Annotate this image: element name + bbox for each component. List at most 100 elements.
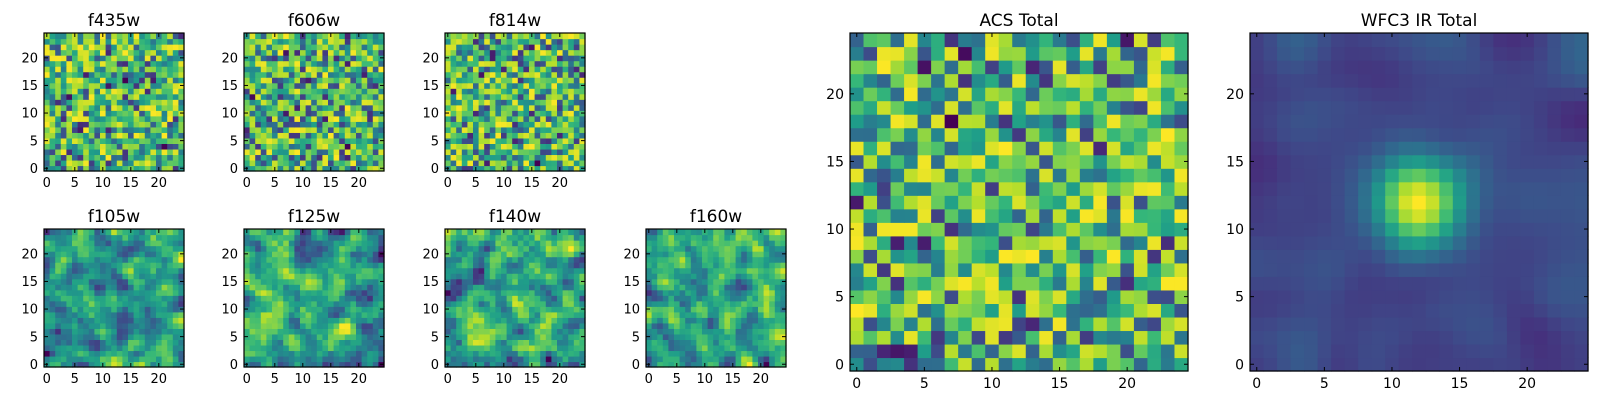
heatmap-cell — [557, 88, 564, 95]
heatmap-cell — [523, 245, 530, 252]
heatmap-cell — [294, 333, 301, 340]
heatmap-cell — [88, 333, 95, 340]
heatmap-cell — [255, 251, 262, 258]
heatmap-cell — [668, 256, 675, 263]
heatmap-cell — [344, 317, 351, 324]
heatmap-cell — [557, 55, 564, 62]
heatmap-cell — [156, 251, 163, 258]
heatmap-cell — [1133, 316, 1149, 332]
heatmap-cell — [668, 339, 675, 346]
heatmap-cell — [746, 333, 753, 340]
heatmap-cell — [958, 235, 973, 250]
heatmap-cell — [473, 49, 480, 56]
x-tick-label: 20 — [151, 372, 168, 387]
heatmap-cell — [66, 110, 73, 117]
heatmap-cell — [111, 322, 118, 329]
heatmap-cell — [328, 159, 335, 167]
heatmap-cell — [328, 55, 335, 62]
x-tick-label: 0 — [43, 372, 51, 387]
heatmap-cell — [88, 328, 95, 335]
heatmap-cell — [730, 339, 737, 346]
heatmap-cell — [116, 234, 123, 241]
heatmap-cell — [305, 121, 312, 128]
heatmap-cell — [255, 71, 262, 78]
heatmap-cell — [344, 256, 351, 263]
heatmap-cell — [249, 66, 256, 73]
heatmap-cell — [361, 165, 368, 172]
heatmap-cell — [450, 240, 457, 247]
heatmap-cell — [971, 168, 986, 183]
heatmap-cell — [461, 33, 468, 40]
heatmap-cell — [367, 88, 374, 95]
heatmap-cell — [277, 154, 284, 161]
heatmap-cell — [450, 38, 457, 45]
heatmap-cell — [260, 355, 267, 363]
heatmap-cell — [328, 234, 335, 241]
heatmap-cell — [774, 322, 781, 329]
heatmap-cell — [445, 115, 452, 122]
heatmap-cell — [156, 350, 163, 357]
heatmap-cell — [1012, 343, 1027, 359]
heatmap-cell — [161, 300, 168, 307]
heatmap-cell — [55, 234, 62, 241]
heatmap-cell — [105, 154, 112, 161]
heatmap-cell — [579, 121, 586, 128]
heatmap-cell — [83, 44, 90, 51]
heatmap-cell — [1025, 357, 1040, 372]
heatmap-cell — [294, 295, 301, 302]
heatmap-cell — [333, 55, 340, 62]
heatmap-cell — [646, 355, 653, 363]
heatmap-cell — [484, 82, 491, 89]
heatmap-cell — [445, 262, 452, 269]
heatmap-cell — [244, 234, 251, 241]
heatmap-cell — [445, 88, 452, 95]
heatmap-cell — [294, 77, 301, 84]
heatmap-cell — [450, 71, 457, 78]
heatmap-cell — [144, 159, 151, 167]
heatmap-cell — [456, 339, 463, 346]
heatmap-cell — [529, 278, 536, 285]
heatmap-cell — [333, 137, 340, 144]
heatmap-cell — [478, 110, 485, 117]
heatmap-cell — [122, 71, 129, 78]
heatmap-cell — [540, 66, 547, 73]
heatmap-cell — [904, 181, 919, 196]
heatmap-cell — [288, 77, 295, 84]
heatmap-cell — [450, 273, 457, 280]
x-tick-label: 20 — [351, 372, 368, 387]
heatmap-cell — [83, 126, 90, 133]
heatmap-cell — [944, 249, 959, 264]
heatmap-cell — [322, 333, 329, 340]
heatmap-cell — [249, 60, 256, 67]
heatmap-cell — [523, 240, 530, 247]
heatmap-cell — [679, 295, 686, 302]
heatmap-cell — [534, 328, 541, 335]
heatmap-cell — [931, 289, 946, 304]
heatmap-cell — [294, 229, 301, 236]
heatmap-cell — [372, 229, 379, 236]
heatmap-cell — [467, 77, 474, 84]
heatmap-cell — [495, 115, 502, 122]
heatmap-cell — [489, 44, 496, 51]
heatmap-cell — [657, 311, 664, 318]
heatmap-cell — [356, 49, 363, 56]
heatmap-cell — [445, 295, 452, 302]
heatmap-cell — [88, 262, 95, 269]
heatmap-cell — [450, 344, 457, 352]
heatmap-cell — [378, 317, 385, 324]
heatmap-cell — [506, 137, 513, 144]
heatmap-cell — [178, 33, 185, 40]
heatmap-cell — [122, 311, 129, 318]
heatmap-cell — [300, 126, 307, 133]
heatmap-cell — [985, 168, 1000, 183]
heatmap-cell — [60, 137, 67, 144]
heatmap-cell — [72, 350, 79, 357]
heatmap-cell — [473, 132, 480, 139]
heatmap-cell — [696, 229, 703, 236]
heatmap-cell — [1106, 181, 1121, 196]
heatmap-cell — [1160, 168, 1176, 183]
heatmap-cell — [651, 306, 658, 313]
heatmap-cell — [361, 99, 368, 106]
heatmap-cell — [378, 93, 385, 100]
